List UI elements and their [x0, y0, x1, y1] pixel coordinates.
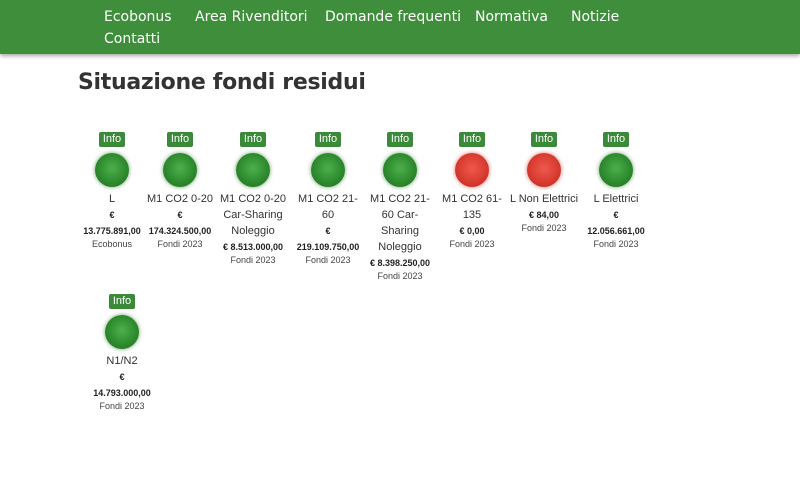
info-button[interactable]: Info — [386, 132, 414, 147]
nav-notizie[interactable]: Notizie — [571, 9, 620, 25]
fund-source: Fondi 2023 — [230, 255, 276, 265]
fund-card: Info M1 CO2 21-60 Car-Sharing Noleggio €… — [355, 129, 445, 283]
fund-amount: € 84,00 — [499, 209, 589, 221]
fund-label: M1 CO2 0-20 Car-Sharing Noleggio — [219, 193, 287, 237]
fund-card: Info M1 CO2 61-135 € 0,00 Fondi 2023 — [427, 129, 517, 251]
fund-source: Ecobonus — [91, 239, 133, 249]
status-light-icon — [383, 153, 417, 187]
status-light-icon — [105, 315, 139, 349]
fund-label: M1 CO2 21-60 — [298, 193, 358, 221]
info-button[interactable]: Info — [108, 294, 136, 309]
fund-source: Fondi 2023 — [593, 239, 639, 249]
euro-symbol: € — [459, 226, 465, 236]
fund-card: Info M1 CO2 0-20 € 174.324.500,00 Fondi … — [135, 129, 225, 251]
fund-amount-value: 84,00 — [536, 210, 560, 220]
status-light-icon — [527, 153, 561, 187]
fund-card: Info M1 CO2 21-60 € 219.109.750,00 Fondi… — [283, 129, 373, 267]
fund-amount-value: 8.513.000,00 — [230, 242, 284, 252]
info-button[interactable]: Info — [602, 132, 630, 147]
info-button[interactable]: Info — [530, 132, 558, 147]
euro-symbol: € — [177, 210, 183, 220]
fund-amount: € 8.398.250,00 — [355, 257, 445, 269]
fund-card: Info L Non Elettrici € 84,00 Fondi 2023 — [499, 129, 589, 235]
fund-label: N1/N2 — [106, 355, 138, 367]
fund-amount: € 8.513.000,00 — [208, 241, 298, 253]
fund-source: Fondi 2023 — [377, 271, 423, 281]
fund-label: L — [108, 193, 116, 205]
info-button[interactable]: Info — [166, 132, 194, 147]
page-title: Situazione fondi residui — [78, 70, 366, 95]
status-light-icon — [95, 153, 129, 187]
fund-card: Info M1 CO2 0-20 Car-Sharing Noleggio € … — [208, 129, 298, 267]
status-light-icon — [599, 153, 633, 187]
info-button[interactable]: Info — [458, 132, 486, 147]
euro-symbol: € — [613, 210, 619, 220]
fund-source: Fondi 2023 — [305, 255, 351, 265]
nav-normativa[interactable]: Normativa — [475, 9, 549, 25]
nav-area-rivenditori[interactable]: Area Rivenditori — [195, 9, 308, 25]
status-light-icon — [163, 153, 197, 187]
nav-domande-frequenti[interactable]: Domande frequenti — [325, 9, 462, 25]
nav-contatti[interactable]: Contatti — [104, 31, 161, 47]
fund-source: Fondi 2023 — [157, 239, 203, 249]
fund-amount: 174.324.500,00 — [148, 226, 212, 236]
info-button[interactable]: Info — [239, 132, 267, 147]
fund-label: M1 CO2 21-60 Car-Sharing Noleggio — [370, 193, 430, 253]
status-light-icon — [311, 153, 345, 187]
euro-symbol: € — [528, 210, 534, 220]
info-button[interactable]: Info — [314, 132, 342, 147]
fund-amount-value: 0,00 — [467, 226, 485, 236]
fund-card: Info N1/N2 € 14.793.000,00 Fondi 2023 — [77, 291, 167, 413]
euro-symbol: € — [369, 258, 375, 268]
fund-source: Fondi 2023 — [521, 223, 567, 233]
fund-amount: € 0,00 — [427, 225, 517, 237]
fund-card: Info L € 13.775.891,00 Ecobonus — [67, 129, 157, 251]
top-navbar: Ecobonus Area Rivenditori Domande freque… — [0, 0, 800, 54]
fund-label: L Elettrici — [593, 193, 639, 205]
euro-symbol: € — [119, 372, 125, 382]
euro-symbol: € — [325, 226, 331, 236]
fund-label: M1 CO2 0-20 — [146, 193, 214, 205]
fund-label: L Non Elettrici — [509, 193, 579, 205]
fund-source: Fondi 2023 — [449, 239, 495, 249]
fund-label: M1 CO2 61-135 — [442, 193, 502, 221]
fund-amount-value: 8.398.250,00 — [377, 258, 431, 268]
fund-amount: 12.056.661,00 — [587, 226, 645, 236]
info-button[interactable]: Info — [98, 132, 126, 147]
status-light-icon — [236, 153, 270, 187]
fund-amount: 219.109.750,00 — [296, 242, 360, 252]
status-light-icon — [455, 153, 489, 187]
nav-ecobonus[interactable]: Ecobonus — [104, 9, 172, 25]
euro-symbol: € — [109, 210, 115, 220]
fund-amount: 13.775.891,00 — [83, 226, 141, 236]
fund-source: Fondi 2023 — [99, 401, 145, 411]
fund-card: Info L Elettrici € 12.056.661,00 Fondi 2… — [571, 129, 661, 251]
fund-amount: 14.793.000,00 — [93, 388, 151, 398]
euro-symbol: € — [222, 242, 228, 252]
